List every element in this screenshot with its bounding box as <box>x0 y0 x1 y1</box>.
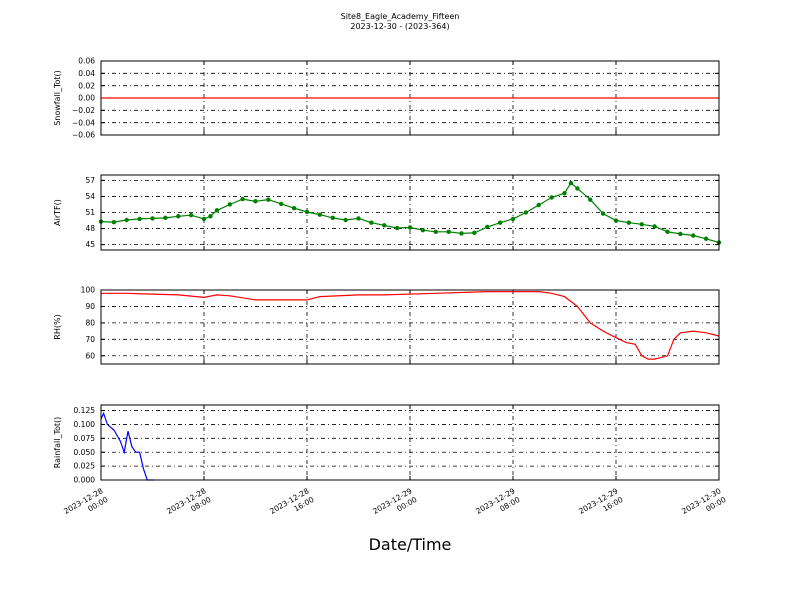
data-point <box>382 223 387 228</box>
chart-title: Site8_Eagle_Academy_Fifteen <box>341 12 460 21</box>
data-point <box>665 229 670 234</box>
data-point <box>150 216 155 221</box>
data-point <box>678 231 683 237</box>
y-tick-label: 0.000 <box>74 476 96 485</box>
y-axis-label: Rainfall_Tot() <box>53 417 62 469</box>
y-tick-label: 0.075 <box>74 434 96 443</box>
y-axis-label: AirTF() <box>53 199 62 226</box>
data-point <box>394 225 400 231</box>
y-tick-label: 90 <box>85 302 95 311</box>
axes-frame <box>100 404 720 481</box>
y-tick-label: 0.06 <box>78 57 95 66</box>
data-point <box>343 217 348 223</box>
data-point <box>124 217 129 223</box>
data-point <box>291 206 297 211</box>
data-point <box>214 208 220 213</box>
y-tick-label: 0.02 <box>78 81 95 90</box>
data-point <box>568 180 574 186</box>
y-tick-label: 0.125 <box>74 406 96 415</box>
data-point <box>536 202 541 208</box>
data-point <box>485 224 490 230</box>
axes-frame <box>100 60 720 136</box>
axes-frame <box>100 289 720 365</box>
data-point <box>176 214 181 219</box>
y-tick-label: −0.04 <box>72 118 95 127</box>
data-point <box>163 215 168 221</box>
data-point <box>330 215 335 221</box>
y-tick-label: 0.04 <box>78 69 95 78</box>
data-point <box>562 191 567 196</box>
data-point <box>703 236 709 241</box>
y-tick-label: 70 <box>85 335 95 344</box>
data-point <box>227 202 232 207</box>
y-tick-label: 0.025 <box>74 462 96 471</box>
y-tick-label: 0.00 <box>78 94 95 103</box>
data-point <box>575 186 580 191</box>
data-point <box>433 229 438 234</box>
data-point <box>549 195 554 200</box>
data-point <box>317 212 323 217</box>
y-tick-label: 0.100 <box>74 420 96 429</box>
y-tick-label: 45 <box>85 240 95 249</box>
x-axis-label: Date/Time <box>369 535 452 554</box>
data-point <box>420 227 426 233</box>
data-point <box>600 211 606 216</box>
y-axis-label: RH(%) <box>53 314 62 339</box>
panel-1: −0.06 −0.04 −0.02 0.00 0.02 0.04 0.06 Snowfall_… <box>53 57 720 140</box>
series-line <box>101 291 720 360</box>
data-point <box>639 222 644 227</box>
data-point <box>201 216 207 222</box>
y-tick-label: −0.06 <box>72 131 95 140</box>
y-tick-label: 0.050 <box>74 448 96 457</box>
data-point <box>266 197 271 202</box>
series-line <box>100 411 154 481</box>
data-point <box>356 216 361 221</box>
data-point <box>446 229 451 234</box>
y-tick-label: 100 <box>81 286 96 295</box>
data-point <box>459 231 464 236</box>
data-point <box>111 219 117 225</box>
data-point <box>497 220 503 225</box>
panel-2: 45 48 51 54 57 AirTF() <box>53 174 722 251</box>
y-tick-label: 54 <box>85 192 95 201</box>
data-point <box>279 201 284 207</box>
y-tick-label: 51 <box>85 208 95 217</box>
y-tick-label: 80 <box>85 318 95 327</box>
y-tick-label: 60 <box>85 351 95 360</box>
data-point <box>240 196 245 202</box>
data-point <box>137 216 142 222</box>
axes-frame <box>100 174 720 251</box>
panel-4: 0.000 0.025 0.050 0.075 0.100 0.125 Rainfall_T… <box>53 404 720 485</box>
panels: −0.06 −0.04 −0.02 0.00 0.02 0.04 0.06 Snowfall_… <box>53 57 722 485</box>
data-point <box>588 197 593 202</box>
data-point <box>510 216 516 222</box>
y-tick-label: −0.02 <box>72 106 95 115</box>
data-point <box>304 209 310 215</box>
panel-3: 60 70 80 90 100 RH(%) <box>53 286 720 365</box>
data-point <box>188 212 194 218</box>
data-point <box>472 230 477 236</box>
y-tick-label: 57 <box>85 176 95 185</box>
y-axis-label: Snowfall_Tot() <box>53 70 62 126</box>
data-point <box>208 214 213 219</box>
y-tick-label: 48 <box>85 224 95 233</box>
data-point <box>613 218 619 223</box>
data-point <box>652 224 657 229</box>
data-point <box>626 220 632 225</box>
data-point <box>369 220 374 225</box>
data-point <box>523 210 529 215</box>
data-point <box>407 225 413 230</box>
data-point <box>691 233 696 238</box>
chart-subtitle: 2023-12-30 - (2023-364) <box>350 22 449 31</box>
data-point <box>253 199 258 204</box>
